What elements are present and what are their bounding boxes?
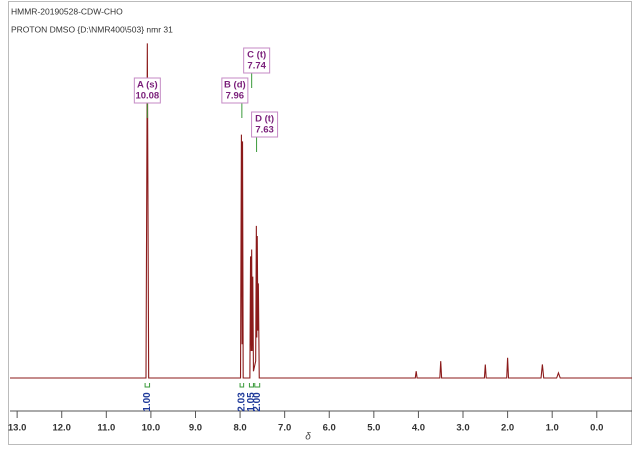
annotation-label: C (t) xyxy=(247,50,266,61)
x-tick-label: 11.0 xyxy=(97,423,115,434)
annotation-label: B (d) xyxy=(224,80,246,91)
x-tick-label: 9.0 xyxy=(189,423,202,434)
frame xyxy=(8,1,632,445)
x-tick-label: 1.0 xyxy=(546,423,559,434)
x-tick-label: 3.0 xyxy=(456,423,469,434)
x-tick-label: 8.0 xyxy=(233,423,246,434)
x-tick-label: 4.0 xyxy=(412,423,425,434)
x-tick-label: 13.0 xyxy=(8,423,27,434)
x-tick-label: 5.0 xyxy=(367,423,380,434)
integral-bracket xyxy=(144,383,151,388)
annotation-shift: 7.74 xyxy=(247,61,266,72)
annotation-box xyxy=(133,77,161,104)
integral-label: 1.05 xyxy=(246,392,257,412)
annotation-box xyxy=(243,47,271,74)
annotation-shift: 7.96 xyxy=(226,91,245,102)
integral-label: 2.03 xyxy=(236,392,247,412)
annotation-label: A (s) xyxy=(137,80,158,91)
chart-title: HMMR-20190528-CDW-CHO xyxy=(11,6,123,16)
annotation-shift: 7.63 xyxy=(255,125,274,136)
annotation-box xyxy=(221,77,249,104)
integral-label: 1.00 xyxy=(142,392,153,412)
x-tick-label: 6.0 xyxy=(323,423,336,434)
x-tick-label: 12.0 xyxy=(52,423,71,434)
x-tick-label: 2.0 xyxy=(501,423,514,434)
integral-bracket xyxy=(248,383,254,388)
x-tick-label: 7.0 xyxy=(278,423,291,434)
x-tick-label: 0.0 xyxy=(590,423,603,434)
integral-label: 2.00 xyxy=(252,392,263,412)
x-axis-label: δ xyxy=(305,432,311,443)
integral-bracket xyxy=(239,383,245,388)
x-tick-label: 10.0 xyxy=(142,423,161,434)
integral-bracket xyxy=(254,383,261,388)
spectrum-line xyxy=(10,43,632,379)
annotation-shift: 10.08 xyxy=(135,91,159,102)
annotation-label: D (t) xyxy=(255,114,274,125)
chart-subtitle: PROTON DMSO {D:\NMR400\503} nmr 31 xyxy=(11,24,173,34)
annotation-box xyxy=(251,111,279,138)
